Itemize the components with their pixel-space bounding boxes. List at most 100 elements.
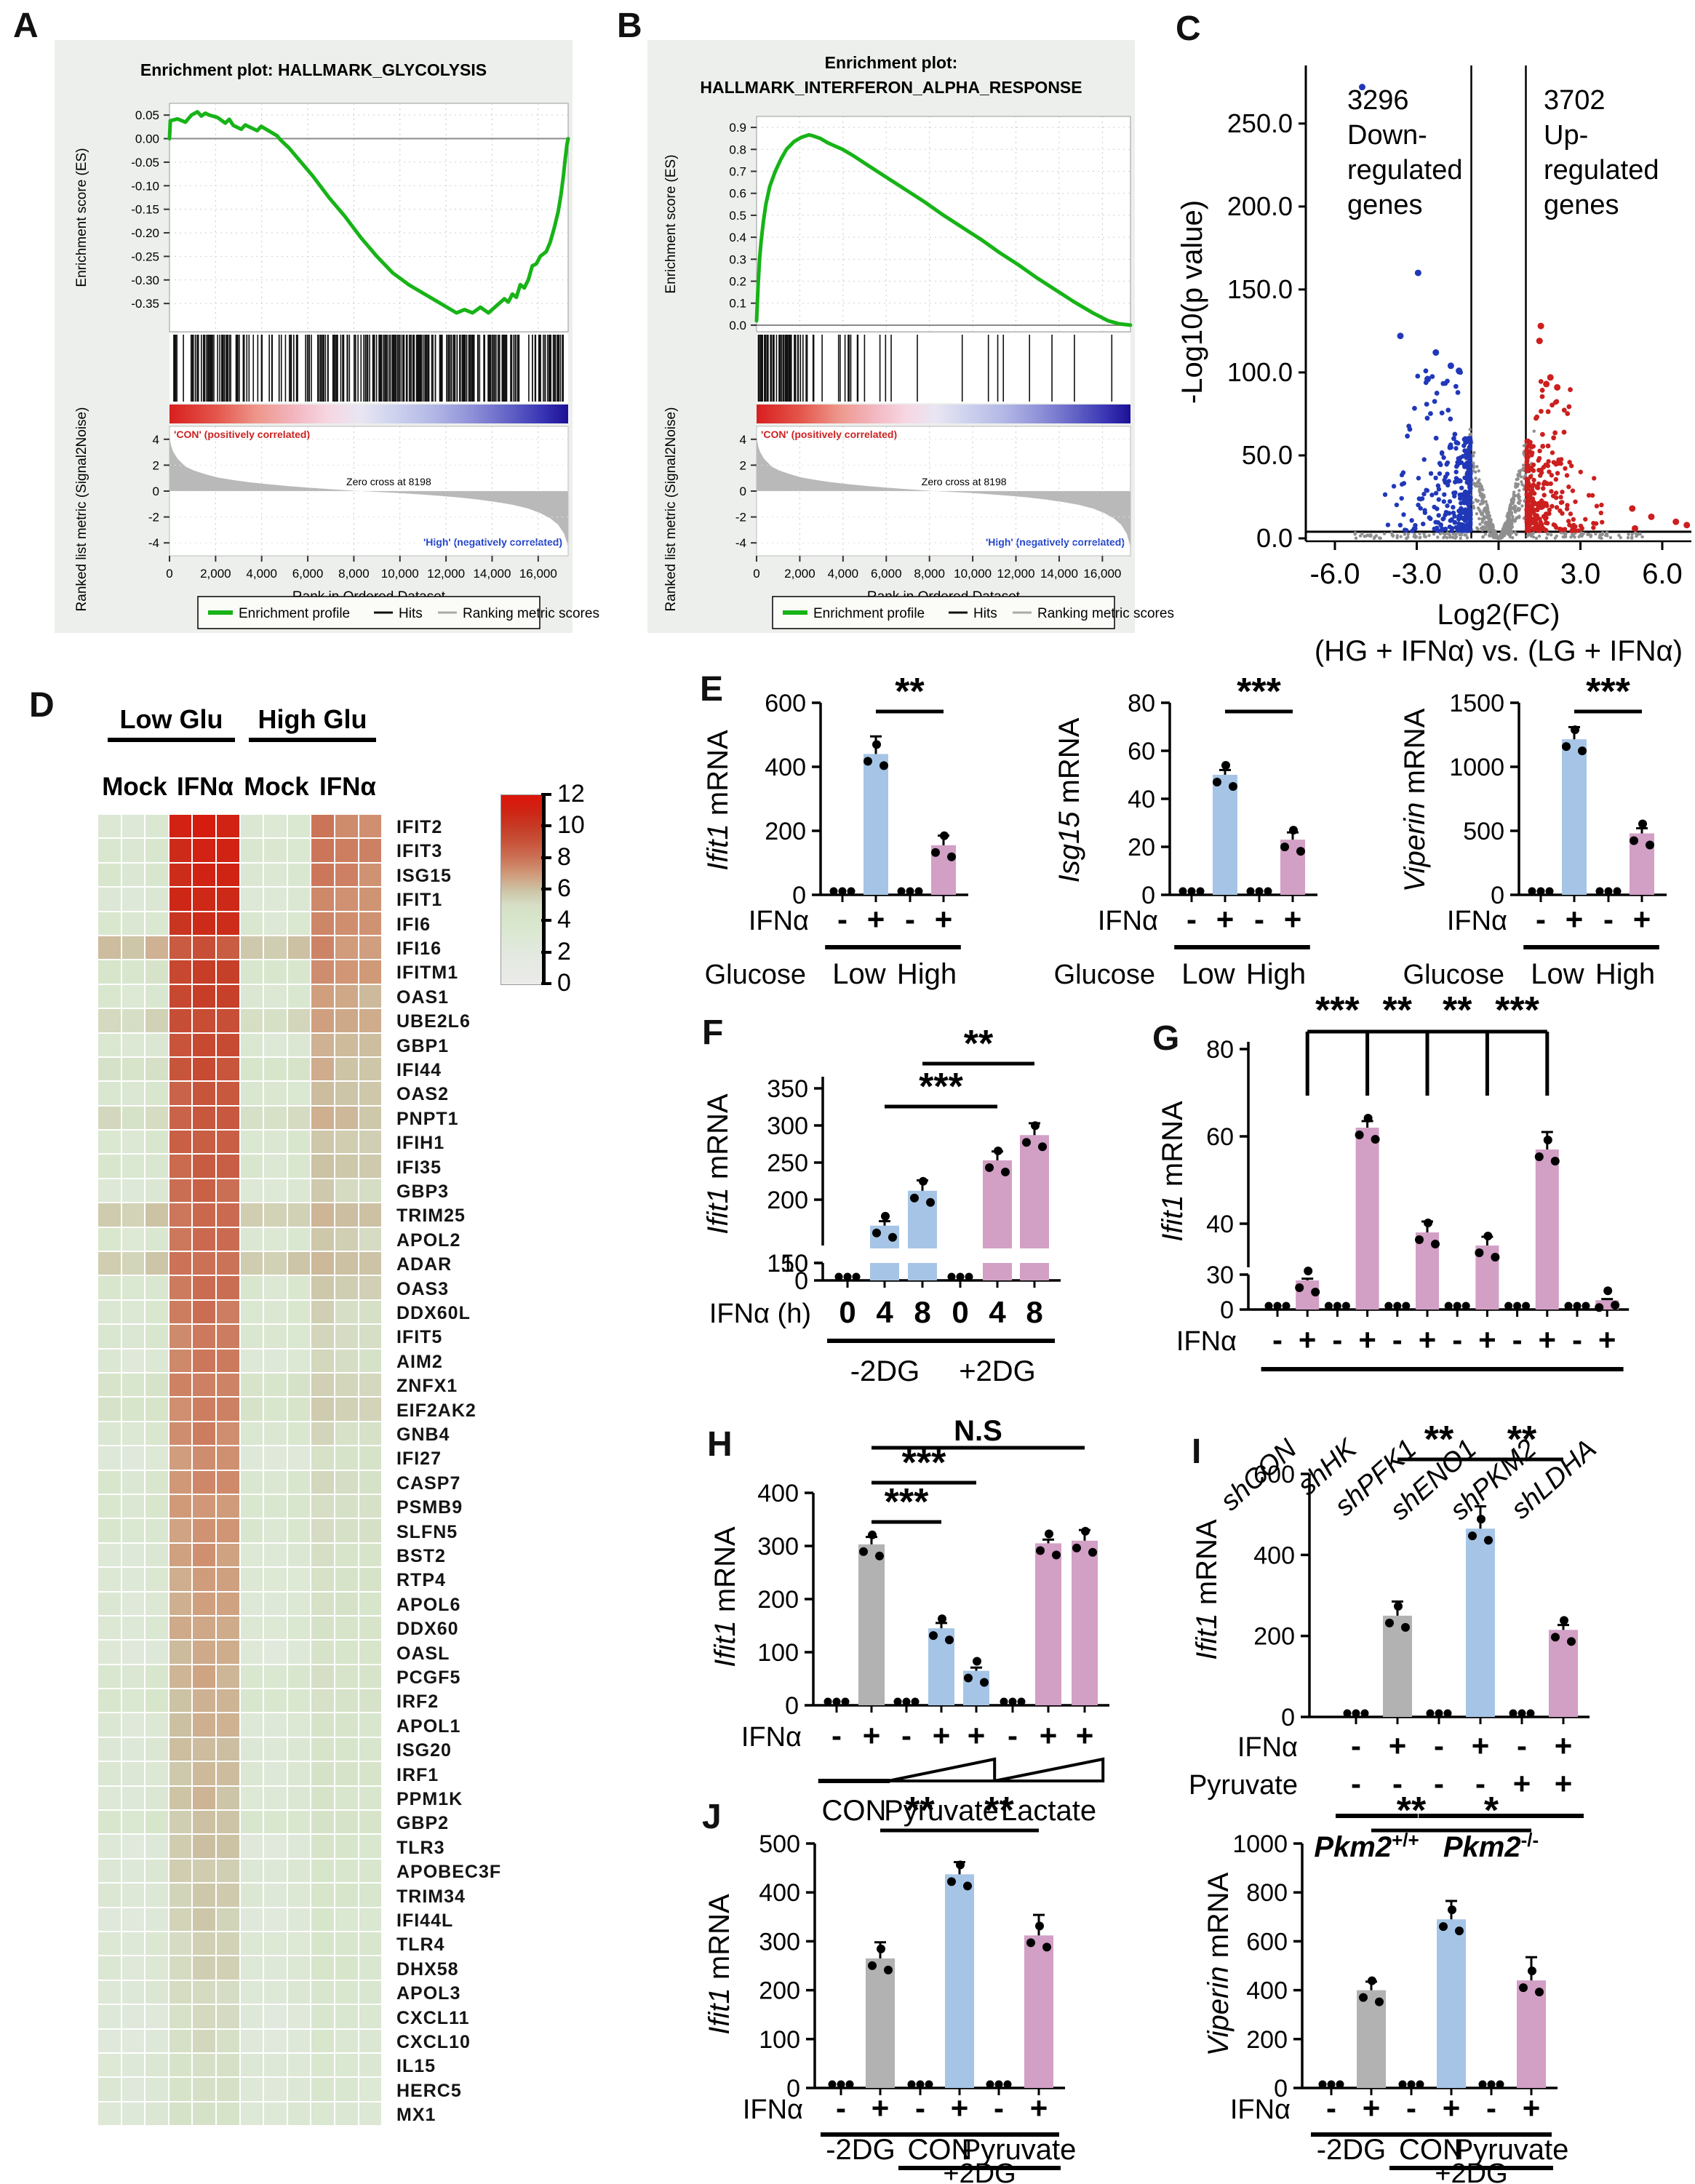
heatmap-cell xyxy=(169,1980,192,2004)
heatmap-cell xyxy=(216,1446,239,1470)
heatmap-cell xyxy=(240,1227,263,1251)
heatmap-gene-gbp3: GBP3 xyxy=(396,1181,450,1202)
heatmap-cell xyxy=(311,1568,334,1591)
heatmap-cell xyxy=(98,1519,121,1542)
heatmap-cell xyxy=(311,1057,334,1081)
heatmap-cell xyxy=(145,1009,168,1032)
heatmap-cell xyxy=(264,815,287,838)
heatmap-gene-ifi35: IFI35 xyxy=(396,1157,442,1178)
heatmap-cell xyxy=(287,1859,311,1883)
colorbar-tick-mark xyxy=(541,982,551,985)
svg-text:Up-: Up- xyxy=(1544,120,1588,151)
colorbar-tick-label: 12 xyxy=(557,780,585,808)
heatmap-cell xyxy=(359,1543,382,1567)
heatmap-cell xyxy=(121,2005,145,2028)
heatmap-gene-casp7: CASP7 xyxy=(396,1472,461,1494)
heatmap-cell xyxy=(287,1470,311,1494)
heatmap-cell xyxy=(216,1519,239,1542)
svg-text:Ifit1 mRNA: Ifit1 mRNA xyxy=(703,1894,735,2035)
heatmap-cell xyxy=(335,1398,358,1421)
heatmap-cell xyxy=(335,1106,358,1130)
heatmap-cell xyxy=(287,1106,311,1130)
heatmap-cell xyxy=(193,1252,215,1275)
heatmap-cell xyxy=(98,1033,121,1056)
svg-text:0: 0 xyxy=(792,882,806,909)
heatmap-cell xyxy=(240,1762,263,1785)
heatmap-cell xyxy=(264,936,287,960)
svg-text:+: + xyxy=(1076,1718,1094,1753)
heatmap-cell xyxy=(287,912,311,935)
heatmap-cell xyxy=(311,1665,334,1689)
heatmap-cell xyxy=(169,1009,192,1032)
heatmap-cell xyxy=(121,936,145,960)
svg-text:-: - xyxy=(1603,902,1614,936)
heatmap-cell xyxy=(335,1811,358,1834)
panel-h-letter: H xyxy=(707,1425,733,1464)
heatmap-cell xyxy=(311,1616,334,1640)
heatmap-cell xyxy=(145,1786,168,1810)
heatmap-cell xyxy=(216,1033,239,1056)
heatmap-cell xyxy=(335,960,358,984)
heatmap-cell xyxy=(98,1494,121,1518)
heatmap-cell xyxy=(311,1884,334,1907)
heatmap-cell xyxy=(240,1908,263,1931)
svg-text:Pyruvate: Pyruvate xyxy=(884,1795,999,1827)
heatmap-cell xyxy=(169,1737,192,1761)
heatmap-cell xyxy=(216,984,239,1008)
heatmap-cell xyxy=(121,1568,145,1591)
colorbar-tick-mark xyxy=(541,856,551,859)
svg-text:+: + xyxy=(867,902,885,936)
panel-b-letter: B xyxy=(617,7,642,45)
heatmap-cell xyxy=(169,1689,192,1713)
svg-text:***: *** xyxy=(902,1442,946,1484)
heatmap-cell xyxy=(121,1470,145,1494)
heatmap-cell xyxy=(264,1057,287,1081)
svg-text:+2DG: +2DG xyxy=(959,1355,1036,1387)
heatmap-cell xyxy=(193,2053,215,2077)
heatmap-cell xyxy=(264,2029,287,2052)
heatmap-cell xyxy=(335,2078,358,2101)
heatmap-cell xyxy=(193,1276,215,1299)
svg-text:shPFK1: shPFK1 xyxy=(1329,1433,1423,1522)
heatmap-cell xyxy=(98,1131,121,1154)
heatmap-cell xyxy=(193,1713,215,1737)
svg-text:0: 0 xyxy=(1274,2075,1288,2103)
heatmap-cell xyxy=(287,1786,311,1810)
heatmap-cell xyxy=(216,2029,239,2052)
heatmap-gene-pnpt1: PNPT1 xyxy=(396,1108,459,1129)
colorbar-tick-label: 10 xyxy=(557,811,585,840)
heatmap-cell xyxy=(359,1568,382,1591)
heatmap-gene-ifitm1: IFITM1 xyxy=(396,963,459,984)
heatmap-cell xyxy=(193,1908,215,1931)
heatmap-cell xyxy=(169,1811,192,1834)
svg-text:*: * xyxy=(1484,1790,1499,1832)
svg-text:500: 500 xyxy=(759,1830,800,1858)
panel-j-letter: J xyxy=(702,1798,722,1836)
heatmap-cell xyxy=(335,1179,358,1203)
svg-text:80: 80 xyxy=(1206,1036,1234,1064)
svg-text:+: + xyxy=(1539,1323,1557,1357)
heatmap-cell xyxy=(145,1980,168,2004)
svg-text:Ifit1 mRNA: Ifit1 mRNA xyxy=(1157,1101,1189,1242)
heatmap-cell xyxy=(264,984,287,1008)
heatmap-cell xyxy=(287,1276,311,1299)
heatmap-cell xyxy=(240,2102,263,2126)
heatmap-cell xyxy=(98,815,121,838)
heatmap-cell xyxy=(169,2053,192,2077)
heatmap-cell xyxy=(359,888,382,911)
svg-text:**: ** xyxy=(895,671,925,713)
heatmap-cell xyxy=(169,1155,192,1178)
heatmap-cell xyxy=(216,1543,239,1567)
heatmap-cell xyxy=(359,1057,382,1081)
svg-text:+: + xyxy=(1419,1323,1437,1357)
svg-text:+: + xyxy=(1358,1323,1376,1357)
heatmap-cell xyxy=(311,1592,334,1615)
heatmap-cell xyxy=(287,888,311,911)
heatmap-cell xyxy=(287,936,311,960)
heatmap-cell xyxy=(169,1835,192,1858)
heatmap-cell xyxy=(359,839,382,862)
heatmap-cell xyxy=(335,1956,358,1980)
heatmap-gene-apol2: APOL2 xyxy=(396,1230,461,1251)
